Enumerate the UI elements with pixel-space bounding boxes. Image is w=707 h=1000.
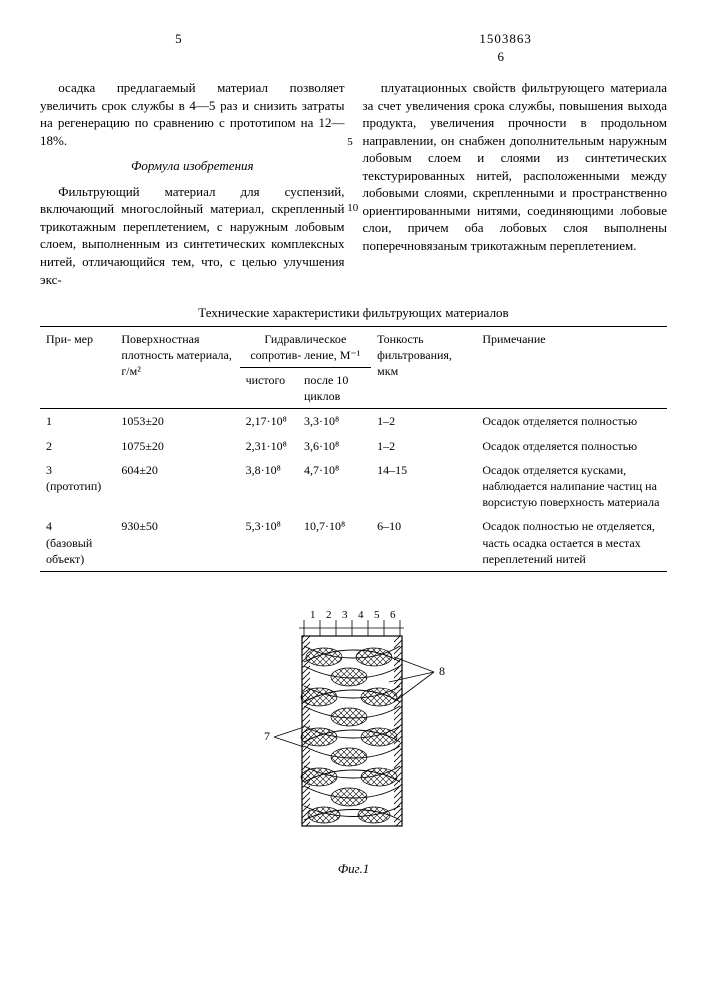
cell: 10,7·10⁸ bbox=[298, 514, 371, 571]
cell: 2 bbox=[40, 434, 115, 458]
left-para-2: Фильтрующий материал для суспензий, вклю… bbox=[40, 183, 345, 288]
line-marker-10: 10 bbox=[347, 201, 358, 216]
cell: 1053±20 bbox=[115, 409, 239, 434]
cell: 1–2 bbox=[371, 409, 476, 434]
callout-7: 7 bbox=[264, 729, 270, 743]
th-density: Поверхностная плотность материала, г/м² bbox=[115, 326, 239, 409]
cell: 4 (базовый объект) bbox=[40, 514, 115, 571]
patent-number: 1503863 bbox=[479, 31, 532, 46]
fig-label: 5 bbox=[374, 609, 380, 621]
right-column: плуатационных свойств фильтрующего матер… bbox=[363, 79, 668, 294]
th-resistance: Гидравлическое сопротив- ление, М⁻¹ bbox=[240, 326, 372, 367]
cell: 930±50 bbox=[115, 514, 239, 571]
right-para-1: плуатационных свойств фильтрующего матер… bbox=[363, 79, 668, 254]
cell: Осадок отделяется полностью bbox=[476, 434, 667, 458]
fig-label: 4 bbox=[358, 609, 364, 621]
cell: 3,8·10⁸ bbox=[240, 458, 298, 515]
fig-label: 2 bbox=[326, 609, 332, 621]
cell: 3,3·10⁸ bbox=[298, 409, 371, 434]
cell: 2,31·10⁸ bbox=[240, 434, 298, 458]
cell: 1075±20 bbox=[115, 434, 239, 458]
table-title: Технические характеристики фильтрующих м… bbox=[40, 304, 667, 322]
figure-svg: 1 2 3 4 5 6 bbox=[224, 602, 484, 852]
table-row: 3 (прототип) 604±20 3,8·10⁸ 4,7·10⁸ 14–1… bbox=[40, 458, 667, 515]
cell: 6–10 bbox=[371, 514, 476, 571]
cell: 5,3·10⁸ bbox=[240, 514, 298, 571]
cell: 3,6·10⁸ bbox=[298, 434, 371, 458]
line-marker-5: 5 bbox=[347, 135, 353, 150]
cell: Осадок отделяется полностью bbox=[476, 409, 667, 434]
th-fineness: Тонкость фильтрования, мкм bbox=[371, 326, 476, 409]
fig-label: 6 bbox=[390, 609, 396, 621]
cell: Осадок отделяется кусками, наблюдается н… bbox=[476, 458, 667, 515]
text-columns: осадка предлагаемый материал позволяет у… bbox=[40, 79, 667, 294]
page-num-right: 6 bbox=[203, 48, 504, 66]
cell: 1–2 bbox=[371, 434, 476, 458]
cell: 4,7·10⁸ bbox=[298, 458, 371, 515]
text-columns-wrap: 5 10 осадка предлагаемый материал позвол… bbox=[40, 79, 667, 294]
th-after: после 10 циклов bbox=[298, 368, 371, 409]
figure-1: 1 2 3 4 5 6 bbox=[40, 602, 667, 878]
table-row: 2 1075±20 2,31·10⁸ 3,6·10⁸ 1–2 Осадок от… bbox=[40, 434, 667, 458]
cell: 3 (прототип) bbox=[40, 458, 115, 515]
fig-label: 3 bbox=[342, 609, 348, 621]
th-clean: чистого bbox=[240, 368, 298, 409]
formula-title: Формула изобретения bbox=[40, 157, 345, 175]
characteristics-table: При- мер Поверхностная плотность материа… bbox=[40, 326, 667, 572]
page-num-left: 5 bbox=[175, 30, 476, 48]
callout-8: 8 bbox=[439, 664, 445, 678]
th-example: При- мер bbox=[40, 326, 115, 409]
table-row: 1 1053±20 2,17·10⁸ 3,3·10⁸ 1–2 Осадок от… bbox=[40, 409, 667, 434]
th-note: Примечание bbox=[476, 326, 667, 409]
table-row: 4 (базовый объект) 930±50 5,3·10⁸ 10,7·1… bbox=[40, 514, 667, 571]
cell: 2,17·10⁸ bbox=[240, 409, 298, 434]
cell: 604±20 bbox=[115, 458, 239, 515]
fig-label: 1 bbox=[310, 609, 316, 621]
left-para-1: осадка предлагаемый материал позволяет у… bbox=[40, 79, 345, 149]
cell: 1 bbox=[40, 409, 115, 434]
cell: Осадок полностью не отделяется, часть ос… bbox=[476, 514, 667, 571]
left-column: осадка предлагаемый материал позволяет у… bbox=[40, 79, 345, 294]
figure-caption: Фиг.1 bbox=[40, 860, 667, 878]
page-header: 5 1503863 6 bbox=[40, 30, 667, 65]
cell: 14–15 bbox=[371, 458, 476, 515]
